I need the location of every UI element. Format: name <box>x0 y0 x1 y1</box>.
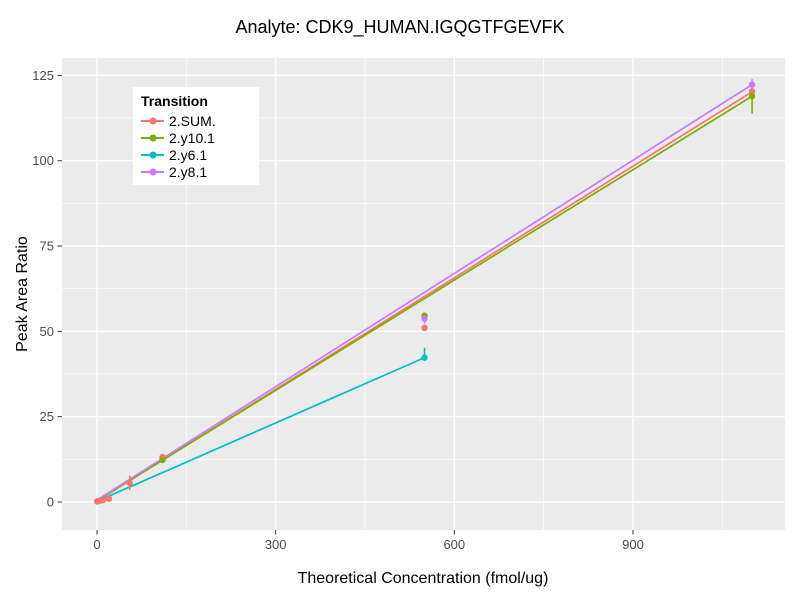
legend-key-dot <box>149 134 156 141</box>
legend-key-icon <box>141 167 164 177</box>
fit-line-2.y10.1 <box>96 95 753 502</box>
y-tick-label: 0 <box>47 495 54 510</box>
point-2.SUM. <box>99 496 107 504</box>
legend-key-dot <box>149 117 156 124</box>
point-2.y10.1 <box>748 93 756 100</box>
legend-key-dot <box>149 168 156 175</box>
chart-title: Analyte: CDK9_HUMAN.IGQGTFGEVFK <box>235 17 565 37</box>
y-tick-label: 125 <box>32 68 54 83</box>
fit-line-2.y8.1 <box>96 83 753 501</box>
legend-label: 2.SUM. <box>169 112 216 129</box>
x-tick-label: 900 <box>622 537 644 552</box>
point-2.SUM. <box>421 324 428 332</box>
x-tick-label: 600 <box>443 537 465 552</box>
y-tick-label: 25 <box>40 409 54 424</box>
x-tick-label: 300 <box>265 537 287 552</box>
legend-item-2.y10.1: 2.y10.1 <box>141 129 253 146</box>
y-tick-label: 75 <box>40 239 54 254</box>
legend-items: 2.SUM. 2.y10.1 2.y6.1 2.y8.1 <box>141 112 253 180</box>
y-tick-label: 50 <box>40 324 54 339</box>
legend-label: 2.y8.1 <box>169 163 208 180</box>
legend-item-2.y6.1: 2.y6.1 <box>141 146 253 163</box>
legend-label: 2.y6.1 <box>169 146 208 163</box>
legend-key-dot <box>149 151 156 158</box>
point-2.y8.1 <box>421 315 428 322</box>
point-2.y6.1 <box>421 354 428 361</box>
y-axis-label: Peak Area Ratio <box>14 236 31 352</box>
point-2.y10.1 <box>159 456 166 464</box>
legend: Transition 2.SUM. 2.y10.1 2.y6.1 2.y8.1 <box>133 87 259 185</box>
legend-item-2.SUM.: 2.SUM. <box>141 112 253 129</box>
legend-label: 2.y10.1 <box>169 129 215 146</box>
fit-line-2.y6.1 <box>96 356 425 503</box>
y-tick-label: 100 <box>32 153 54 168</box>
point-2.SUM. <box>748 88 756 95</box>
legend-item-2.y8.1: 2.y8.1 <box>141 163 253 180</box>
legend-title: Transition <box>141 93 208 109</box>
x-axis-label: Theoretical Concentration (fmol/ug) <box>297 570 549 587</box>
point-2.SUM. <box>126 479 133 487</box>
point-2.y8.1 <box>748 81 756 88</box>
point-2.SUM. <box>105 495 113 502</box>
legend-key-icon <box>141 116 164 126</box>
x-tick-label: 0 <box>93 537 100 552</box>
legend-key-icon <box>141 133 164 143</box>
legend-key-icon <box>141 150 164 160</box>
